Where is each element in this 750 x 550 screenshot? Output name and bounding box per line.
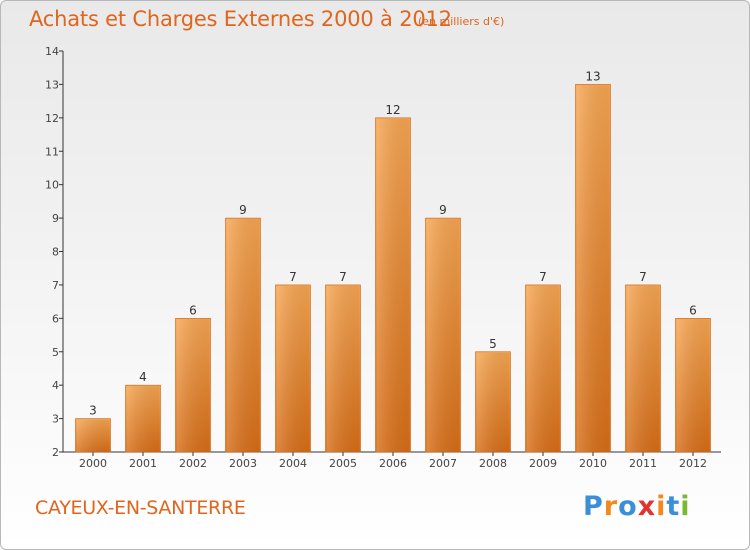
chart-title: Achats et Charges Externes 2000 à 2012 [29,7,452,31]
logo-letter: i [680,491,691,522]
value-label-2002: 6 [189,303,197,317]
x-tick-label-2003: 2003 [229,457,257,470]
y-tick-label: 14 [45,45,59,58]
y-tick-label: 5 [52,346,59,359]
logo-letter: i [656,491,667,522]
value-label-2012: 6 [689,303,697,317]
x-tick-label-2012: 2012 [679,457,707,470]
bar-highlight [276,285,310,452]
y-tick-label: 10 [45,179,59,192]
place-name: CAYEUX-EN-SANTERRE [35,497,246,519]
y-tick-label: 13 [45,78,59,91]
value-label-2005: 7 [339,270,347,284]
value-label-2008: 5 [489,337,497,351]
x-tick-label-2006: 2006 [379,457,407,470]
logo-letter: o [618,491,638,522]
logo-letter: t [666,491,681,522]
value-label-2006: 12 [385,103,400,117]
x-tick-label-2011: 2011 [629,457,657,470]
bar-highlight [326,285,360,452]
proxiti-logo[interactable]: Proxiti [583,491,691,522]
value-label-2009: 7 [539,270,547,284]
value-label-2004: 7 [289,270,297,284]
y-tick-label: 2 [52,446,59,459]
x-tick-label-2008: 2008 [479,457,507,470]
bar-highlight [126,386,160,452]
x-tick-label-2009: 2009 [529,457,557,470]
value-label-2011: 7 [639,270,647,284]
bar-highlight [526,285,560,452]
y-tick-label: 6 [52,312,59,325]
bar-highlight [476,352,510,452]
x-tick-label-2002: 2002 [179,457,207,470]
bar-highlight [76,419,110,452]
x-tick-label-2007: 2007 [429,457,457,470]
x-tick-label-2000: 2000 [79,457,107,470]
y-tick-label: 11 [45,145,59,158]
value-label-2001: 4 [139,370,147,384]
bar-highlight [626,285,660,452]
y-tick-label: 4 [52,379,59,392]
value-label-2007: 9 [439,203,447,217]
bar-highlight [576,85,610,453]
value-label-2000: 3 [89,404,97,418]
bar-highlight [226,219,260,452]
y-tick-label: 3 [52,413,59,426]
bar-highlight [426,219,460,452]
value-label-2003: 9 [239,203,247,217]
value-label-2010: 13 [585,69,600,83]
x-tick-label-2001: 2001 [129,457,157,470]
x-tick-label-2010: 2010 [579,457,607,470]
chart-subtitle: (en milliers d'€) [418,15,505,28]
logo-letter: P [583,491,604,522]
bar-highlight [376,118,410,452]
x-tick-label-2005: 2005 [329,457,357,470]
y-tick-label: 12 [45,112,59,125]
y-tick-label: 9 [52,212,59,225]
y-tick-label: 8 [52,246,59,259]
y-tick-label: 7 [52,279,59,292]
logo-letter: r [603,491,619,522]
x-tick-label-2004: 2004 [279,457,307,470]
logo-letter: x [637,491,657,522]
bar-highlight [676,319,710,452]
bar-highlight [176,319,210,452]
